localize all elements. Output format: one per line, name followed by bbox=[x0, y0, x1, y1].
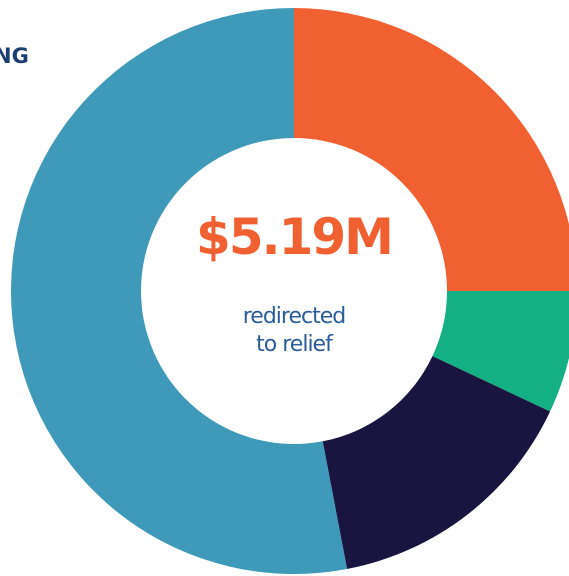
donut-segment bbox=[432, 291, 569, 412]
donut-segment bbox=[322, 356, 551, 569]
center-label: to relief bbox=[256, 332, 334, 357]
center-label: redirected bbox=[243, 304, 346, 329]
center-value: $5.19M bbox=[196, 208, 392, 266]
heading: NG bbox=[0, 44, 29, 68]
donut bbox=[10, 8, 569, 575]
donut-segment bbox=[10, 8, 348, 575]
donut-segment bbox=[294, 8, 569, 291]
